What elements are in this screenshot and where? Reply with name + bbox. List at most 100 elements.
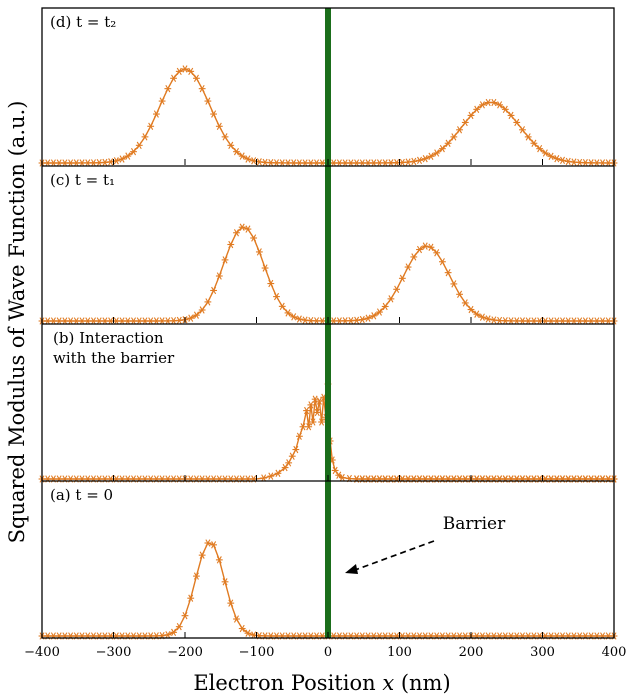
data-point (164, 84, 172, 93)
data-point (107, 158, 115, 166)
data-point (513, 317, 521, 325)
data-point (261, 158, 269, 167)
data-point (330, 159, 338, 167)
data-point (250, 157, 258, 165)
panel-c-markers (38, 223, 618, 325)
data-point (250, 234, 258, 242)
data-point (181, 65, 189, 73)
data-point (479, 313, 486, 321)
data-point (347, 159, 355, 167)
data-point (582, 317, 589, 325)
data-point (364, 314, 372, 322)
data-point (547, 317, 555, 325)
data-point (204, 298, 212, 306)
data-point (274, 469, 282, 477)
x-axis-title-variable: x (382, 671, 394, 695)
data-point (433, 149, 441, 157)
data-point (281, 463, 289, 472)
data-point (393, 285, 401, 293)
x-tick-label: −100 (239, 645, 275, 660)
data-point (261, 264, 269, 272)
data-point (296, 315, 303, 323)
data-point (299, 423, 307, 431)
data-point (479, 101, 486, 109)
data-point (439, 258, 446, 266)
data-point (198, 84, 206, 93)
data-point (198, 306, 206, 314)
x-axis-title-suffix: (nm) (394, 671, 451, 695)
data-point (193, 572, 200, 580)
data-point (513, 118, 521, 127)
data-point (61, 317, 69, 325)
data-point (313, 159, 320, 167)
data-point (78, 317, 86, 325)
data-point (604, 159, 612, 167)
data-point (336, 159, 343, 167)
data-point (524, 133, 532, 141)
data-point (95, 317, 103, 325)
data-point (461, 299, 469, 307)
data-point (130, 147, 137, 156)
data-point (90, 317, 97, 325)
data-point (284, 159, 292, 167)
data-point (67, 159, 74, 167)
data-point (233, 615, 240, 623)
data-point (227, 141, 235, 150)
data-point (244, 225, 252, 233)
data-point (278, 302, 286, 311)
data-point (450, 133, 458, 141)
data-point (341, 317, 349, 325)
panel-b-label: with the barrier (53, 349, 175, 367)
data-point (381, 302, 389, 311)
data-point (336, 317, 343, 325)
data-point (456, 126, 463, 134)
data-point (296, 159, 303, 167)
data-point (376, 159, 383, 167)
data-point (536, 317, 544, 325)
data-point (124, 317, 132, 325)
data-point (421, 154, 429, 163)
data-point (341, 159, 349, 167)
panel-b: (b) Interaction with the barrier (38, 329, 618, 483)
data-point (599, 317, 606, 325)
data-point (84, 317, 92, 325)
data-point (496, 101, 503, 109)
data-point (484, 315, 492, 323)
data-point (147, 317, 155, 325)
data-point (318, 159, 326, 167)
data-point (50, 159, 57, 167)
data-point (313, 317, 320, 325)
data-point (238, 624, 246, 633)
data-point (553, 154, 561, 163)
data-point (50, 317, 57, 325)
data-point (170, 74, 177, 82)
data-point (387, 295, 395, 303)
data-point (255, 158, 263, 166)
data-point (101, 158, 109, 167)
data-point (433, 249, 441, 257)
data-point (307, 401, 315, 409)
data-point (484, 98, 492, 107)
data-point (147, 122, 155, 130)
data-point (309, 418, 317, 426)
data-point (227, 599, 235, 607)
data-point (530, 139, 538, 147)
data-point (387, 159, 395, 167)
data-point (118, 155, 126, 163)
data-point (112, 317, 120, 325)
data-point (267, 279, 275, 288)
data-point (141, 317, 149, 325)
data-point (450, 280, 458, 288)
data-point (198, 551, 206, 559)
data-point (267, 472, 275, 480)
x-tick-label: 0 (324, 645, 332, 660)
data-point (576, 317, 584, 325)
data-point (370, 159, 378, 167)
data-point (358, 159, 366, 167)
data-point (164, 317, 172, 325)
data-point (393, 159, 401, 167)
data-point (530, 317, 538, 325)
data-point (303, 406, 310, 415)
data-point (313, 408, 321, 417)
data-point (416, 245, 423, 254)
